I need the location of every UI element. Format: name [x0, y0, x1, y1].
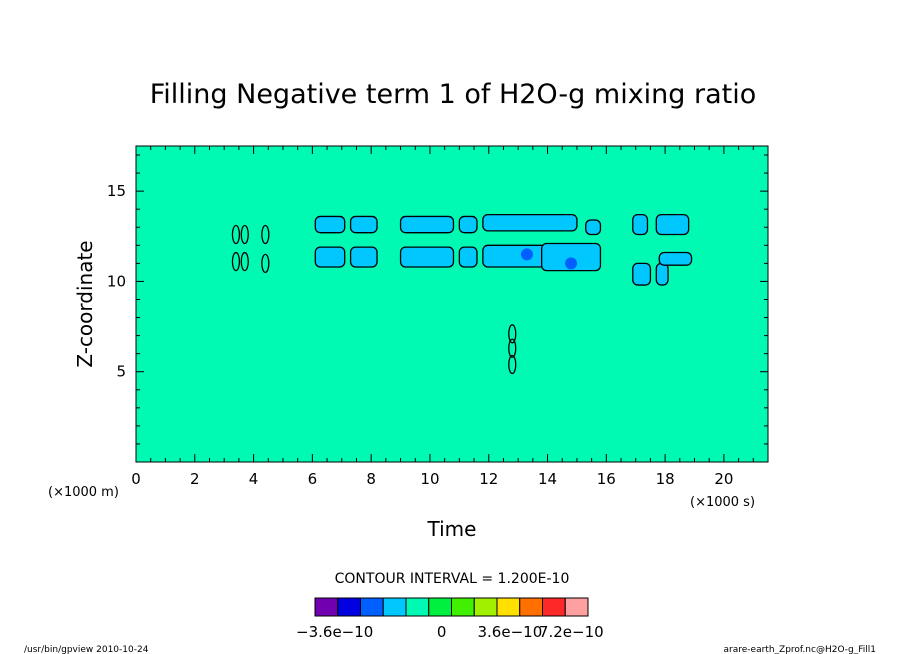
small-contour: [240, 251, 249, 272]
x-tick-label: 12: [479, 470, 498, 488]
small-contour: [240, 224, 249, 245]
colorbar-swatch: [428, 597, 452, 617]
contour-region: [399, 215, 455, 234]
x-tick-label: 20: [714, 470, 733, 488]
x-tick-label: 8: [366, 470, 376, 488]
x-tick-label: 18: [656, 470, 675, 488]
contour-region: [655, 213, 690, 236]
contour-region: [349, 246, 378, 268]
colorbar-swatch: [519, 597, 543, 617]
x-tick-label: 10: [420, 470, 439, 488]
contour-region: [655, 262, 669, 286]
axis-ticks: [135, 146, 769, 462]
colorbar-tick-label: 0: [437, 623, 447, 641]
x-tick-label: 14: [538, 470, 557, 488]
colorbar-tick-label: 3.6e−10: [478, 623, 543, 641]
x-tick-labels: 0 2 4 6 8 10 12 14 16 18 20: [131, 470, 733, 488]
colorbar-swatch: [314, 597, 339, 617]
colorbar-tick-label: −3.6e−10: [296, 623, 373, 641]
colorbar-swatch: [360, 597, 384, 617]
contour-region: [482, 213, 578, 232]
y-axis-label: Z-coordinate: [73, 240, 97, 367]
small-contour: [508, 338, 517, 358]
plot-background: [136, 146, 768, 462]
contour-region: [632, 213, 649, 236]
y-unit-label: (×1000 m): [48, 485, 119, 500]
colorbar-swatch: [473, 597, 498, 617]
x-tick-label: 2: [190, 470, 200, 488]
contour-regions: [314, 213, 693, 286]
contour-region: [458, 215, 478, 234]
x-axis-label: Time: [427, 517, 477, 541]
small-contour: [508, 354, 517, 375]
small-contour: [231, 224, 241, 245]
y-tick-label: 10: [107, 272, 126, 290]
chart-title: Filling Negative term 1 of H2O-g mixing …: [150, 79, 757, 110]
small-contour: [261, 253, 270, 274]
y-tick-label: 15: [107, 182, 126, 200]
colorbar-swatch: [337, 597, 361, 617]
contour-region: [458, 246, 478, 268]
contour-region: [399, 246, 455, 268]
negative-spot: [565, 257, 578, 270]
contour-region: [658, 251, 693, 266]
colorbar-swatch: [564, 597, 589, 617]
x-tick-label: 6: [308, 470, 318, 488]
colorbar-swatch: [382, 597, 407, 617]
colorbar: [314, 597, 589, 617]
colorbar-tick-label: 7.2e−10: [539, 623, 604, 641]
plot-area: [135, 145, 769, 463]
contour-interval-label: CONTOUR INTERVAL = 1.200E-10: [335, 571, 570, 587]
footer-right: arare-earth_Zprof.nc@H2O-g_Fill1: [724, 645, 876, 654]
contour-region: [585, 219, 602, 236]
negative-spots: [520, 248, 578, 270]
small-contour: [508, 324, 517, 344]
x-unit-label: (×1000 s): [690, 495, 755, 510]
x-tick-label: 16: [597, 470, 616, 488]
colorbar-swatch: [496, 597, 521, 617]
contour-region: [632, 262, 652, 286]
y-tick-label: 5: [116, 363, 126, 381]
colorbar-swatch: [405, 597, 430, 617]
colorbar-swatch: [542, 597, 566, 617]
small-contour: [261, 224, 270, 245]
x-tick-label: 0: [131, 470, 141, 488]
small-contour: [231, 251, 241, 272]
x-tick-label: 4: [249, 470, 259, 488]
contour-region: [314, 246, 346, 268]
contour-region: [541, 242, 602, 272]
contour-region: [314, 215, 346, 234]
negative-spot: [520, 248, 533, 261]
small-contours: [231, 224, 517, 375]
colorbar-swatch: [451, 597, 475, 617]
colorbar-tick-labels: −3.6e−10 0 3.6e−107.2e−10: [296, 623, 604, 641]
plot-frame: [135, 145, 769, 463]
contour-region: [349, 215, 378, 234]
y-tick-labels: 5 10 15: [107, 182, 126, 381]
footer-left: /usr/bin/gpview 2010-10-24: [24, 645, 149, 654]
